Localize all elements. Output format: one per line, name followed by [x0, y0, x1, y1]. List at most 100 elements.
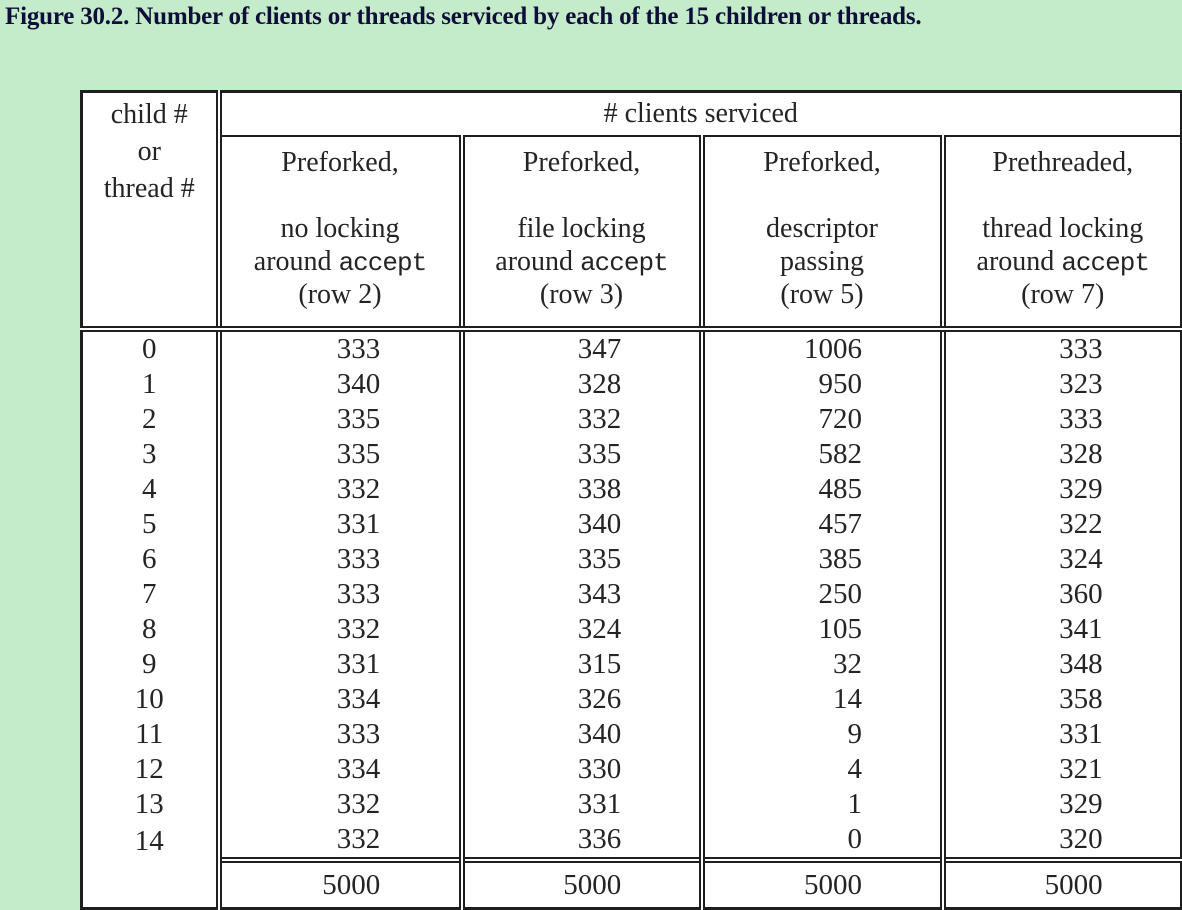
value-text: 340 [336, 368, 381, 400]
value-text: 9 [847, 718, 862, 750]
total-cell: 5000 [939, 857, 1182, 909]
value-cell: 1006 [698, 329, 943, 367]
value-text: 324 [577, 613, 622, 645]
value-text: 323 [1059, 368, 1103, 400]
value-cell: 340 [458, 507, 702, 542]
column-header-blank-line [705, 179, 940, 212]
value-text: 331 [336, 508, 381, 540]
clients-serviced-table: child # or thread # # clients serviced P… [80, 90, 1182, 910]
total-cell: 5000 [458, 857, 702, 909]
value-cell: 14 [698, 682, 943, 717]
table-row: 13 332 331 1 329 [82, 787, 1182, 822]
value-text: 329 [1059, 788, 1103, 820]
accept-keyword: accept [1061, 248, 1150, 278]
value-cell: 340 [458, 717, 702, 752]
header-row-columns: Preforked, no locking around accept (row… [82, 136, 1182, 332]
value-cell: 332 [215, 612, 462, 647]
value-cell: 338 [458, 472, 702, 507]
table-row: 11 333 340 9 331 [82, 717, 1182, 752]
table-row: 6 333 335 385 324 [82, 542, 1182, 577]
value-cell: 332 [458, 402, 702, 437]
column-header-preforked-no-locking: Preforked, no locking around accept (row… [215, 136, 462, 332]
value-cell: 331 [458, 787, 702, 822]
value-cell: 105 [698, 612, 943, 647]
column-header-line: Preforked, [281, 147, 399, 178]
value-text: 336 [577, 823, 622, 855]
value-text: 331 [1059, 718, 1103, 750]
value-text: 335 [577, 438, 622, 470]
child-number-cell: 14 [134, 824, 164, 857]
accept-keyword: accept [338, 248, 428, 278]
child-number-cell: 11 [135, 718, 164, 750]
column-header-line: no locking [280, 213, 400, 244]
value-cell: 335 [458, 437, 702, 472]
value-text: 329 [1059, 473, 1103, 505]
child-number-cell: 8 [142, 613, 157, 645]
value-text: 332 [577, 403, 622, 435]
corner-header-cell: child # or thread # [81, 91, 219, 332]
value-cell: 385 [698, 542, 943, 577]
value-cell: 326 [458, 682, 702, 717]
value-cell: 328 [458, 367, 702, 402]
value-text: 340 [577, 508, 622, 540]
total-value: 5000 [803, 868, 862, 901]
column-header-blank-line [465, 179, 699, 212]
value-text: 457 [818, 508, 862, 540]
value-cell: 331 [939, 717, 1182, 752]
value-text: 105 [818, 613, 862, 645]
column-header-row-ref: (row 5) [780, 279, 864, 310]
value-cell: 358 [939, 682, 1182, 717]
column-header-preforked-file-locking: Preforked, file locking around accept (r… [458, 136, 702, 332]
value-cell: 340 [215, 367, 462, 402]
value-cell: 328 [939, 437, 1182, 472]
table-row: 9 331 315 32 348 [82, 647, 1182, 682]
column-header-line: around accept [946, 245, 1181, 278]
column-header-line: file locking [517, 213, 646, 244]
value-cell: 332 [215, 787, 462, 822]
table-row: 5 331 340 457 322 [82, 507, 1182, 542]
child-number-cell: 13 [134, 788, 164, 820]
value-cell: 333 [939, 329, 1182, 367]
table-body: 0 333 347 1006 333 1 340 328 950 323 2 335 332 720 333… [82, 329, 1182, 860]
table-row: 4 332 338 485 329 [82, 472, 1182, 507]
value-cell: 329 [939, 472, 1182, 507]
value-text: 322 [1059, 508, 1103, 540]
table-row: 12 334 330 4 321 [82, 752, 1182, 787]
child-number-cell: 4 [142, 473, 157, 505]
column-header-row-ref: (row 7) [1021, 279, 1105, 310]
column-header-blank-line [222, 179, 459, 212]
value-text: 4 [847, 753, 862, 785]
value-text: 333 [1059, 403, 1103, 435]
value-text: 333 [336, 578, 381, 610]
value-cell: 9 [698, 717, 943, 752]
value-cell: 582 [698, 437, 943, 472]
value-cell: 334 [215, 752, 462, 787]
value-cell: 329 [939, 787, 1182, 822]
value-cell: 32 [698, 647, 943, 682]
column-header-row-ref: (row 2) [298, 279, 382, 310]
value-text: 485 [818, 473, 862, 505]
totals-empty-cell [82, 860, 219, 909]
value-text: 332 [336, 788, 381, 820]
value-cell: 321 [939, 752, 1182, 787]
total-value: 5000 [322, 868, 381, 901]
value-cell: 250 [698, 577, 943, 612]
column-header-text: around [495, 246, 581, 277]
value-cell: 335 [215, 402, 462, 437]
table-row: 8 332 324 105 341 [82, 612, 1182, 647]
column-header-line: around accept [465, 245, 699, 278]
value-cell: 333 [215, 577, 462, 612]
child-number-cell: 0 [142, 333, 157, 365]
child-number-cell: 6 [142, 543, 157, 575]
value-cell: 331 [215, 507, 462, 542]
column-header-line: descriptor [766, 213, 878, 244]
child-number-cell: 12 [134, 753, 164, 785]
value-text: 14 [832, 683, 862, 715]
value-cell: 332 [215, 472, 462, 507]
value-cell: 4 [698, 752, 943, 787]
value-text: 950 [818, 368, 862, 400]
column-header-line: thread locking [982, 213, 1144, 244]
child-number-cell: 5 [142, 508, 157, 540]
value-text: 32 [832, 648, 862, 680]
value-text: 1006 [803, 333, 862, 365]
